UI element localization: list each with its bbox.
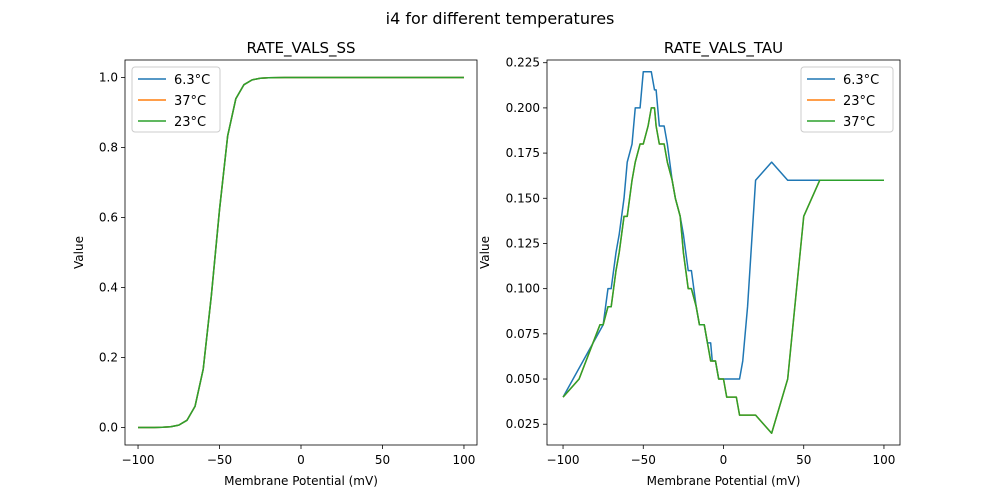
y-tick-label: 0.075: [506, 327, 540, 341]
axes-frame: [124, 59, 478, 446]
y-tick-label: 0.150: [506, 191, 540, 205]
x-tick-label: 100: [453, 453, 476, 467]
series-layer: [138, 76, 464, 429]
chart-2: RATE_VALS_TAU −100 −50 0 50 100 0.025 0.050 0.07…: [478, 39, 901, 488]
series-line-37C: [562, 107, 884, 434]
y-tick-label: 1.0: [99, 71, 118, 85]
legend-label: 37°C: [843, 115, 875, 130]
y-tick-label: 0.050: [506, 372, 540, 386]
x-axis-label: Membrane Potential (mV): [647, 474, 801, 488]
y-axis-label: Value: [72, 236, 86, 269]
chart-title: RATE_VALS_SS: [246, 39, 355, 58]
legend-label: 23°C: [843, 94, 875, 109]
x-tick-label: 50: [375, 453, 390, 467]
y-tick-label: 0.175: [506, 146, 540, 160]
y-axis-label: Value: [478, 236, 492, 269]
y-tick-label: 0.0: [99, 421, 118, 435]
x-tick-label: −50: [631, 453, 656, 467]
y-tick-label: 0.225: [506, 56, 540, 70]
x-tick-label: −100: [547, 453, 580, 467]
axes-frame: [546, 59, 901, 446]
x-tick-label: −50: [207, 453, 232, 467]
series-line-6-3C: [562, 71, 884, 398]
legend-box: [131, 66, 221, 133]
legend-label: 6.3°C: [174, 73, 210, 88]
figure-title: i4 for different temperatures: [386, 9, 615, 28]
charts-layer: RATE_VALS_SS −100 −50 0 50 100 0.0 0.2 0.4 0.6 0.8…: [72, 39, 901, 488]
chart-1: RATE_VALS_SS −100 −50 0 50 100 0.0 0.2 0.4 0.6 0.8…: [72, 39, 478, 488]
legend-label: 6.3°C: [843, 73, 879, 88]
y-tick-label: 0.125: [506, 236, 540, 250]
y-tick-label: 0.4: [99, 281, 118, 295]
y-tick-label: 0.200: [506, 101, 540, 115]
legend-label: 37°C: [174, 94, 206, 109]
chart-title: RATE_VALS_TAU: [664, 39, 783, 58]
legend: 6.3°C 23°C 37°C: [800, 66, 894, 133]
y-tick-label: 0.025: [506, 417, 540, 431]
x-tick-label: −100: [122, 453, 155, 467]
y-tick-label: 0.8: [99, 141, 118, 155]
y-tick-label: 0.6: [99, 211, 118, 225]
y-tick-label: 0.100: [506, 282, 540, 296]
series-line-23C: [138, 76, 464, 429]
x-tick-label: 100: [873, 453, 896, 467]
x-axis-label: Membrane Potential (mV): [224, 474, 378, 488]
x-tick-label: 0: [297, 453, 305, 467]
y-tick-label: 0.2: [99, 351, 118, 365]
legend: 6.3°C 37°C 23°C: [131, 66, 221, 133]
x-tick-label: 0: [720, 453, 728, 467]
legend-box: [800, 66, 894, 133]
legend-label: 23°C: [174, 115, 206, 130]
x-tick-label: 50: [796, 453, 811, 467]
series-layer: [562, 71, 884, 434]
